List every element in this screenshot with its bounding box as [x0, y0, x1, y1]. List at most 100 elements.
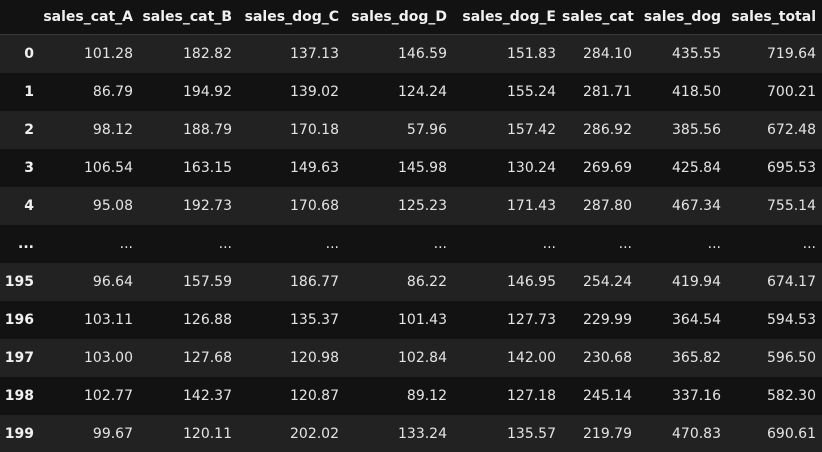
table-cell: 470.83: [638, 415, 727, 452]
table-cell: 99.67: [40, 415, 139, 452]
table-cell: 149.63: [238, 149, 345, 187]
row-index: 0: [0, 34, 40, 73]
table-cell: 120.98: [238, 339, 345, 377]
table-cell: 170.18: [238, 111, 345, 149]
table-cell: 229.99: [562, 301, 638, 339]
table-row: ...........................: [0, 225, 822, 263]
table-cell: 101.28: [40, 34, 139, 73]
table-cell: ...: [638, 225, 727, 263]
column-header: sales_dog_C: [238, 0, 345, 35]
column-header: sales_cat_B: [139, 0, 238, 35]
table-row: 1 86.79 194.92 139.02 124.24 155.24 281.71 418.…: [0, 73, 822, 111]
table-cell: 286.92: [562, 111, 638, 149]
table-row: 196 103.11 126.88 135.37 101.43 127.73 229.99 3…: [0, 301, 822, 339]
table-cell: 106.54: [40, 149, 139, 187]
table-cell: 202.02: [238, 415, 345, 452]
header-row: sales_cat_A sales_cat_B sales_dog_C sale…: [0, 0, 822, 35]
table-cell: 146.95: [453, 263, 562, 301]
table-body: 0 101.28 182.82 137.13 146.59 151.83 284.10 435…: [0, 34, 822, 452]
table-cell: 127.73: [453, 301, 562, 339]
table-cell: 103.00: [40, 339, 139, 377]
table-cell: 594.53: [727, 301, 822, 339]
row-index: 198: [0, 377, 40, 415]
column-header: sales_total: [727, 0, 822, 35]
table-cell: 102.77: [40, 377, 139, 415]
table-cell: 337.16: [638, 377, 727, 415]
table-cell: 365.82: [638, 339, 727, 377]
row-index: 199: [0, 415, 40, 452]
table-cell: 96.64: [40, 263, 139, 301]
table-cell: 86.22: [345, 263, 453, 301]
table-cell: 284.10: [562, 34, 638, 73]
table-cell: 419.94: [638, 263, 727, 301]
table-cell: 98.12: [40, 111, 139, 149]
table-row: 2 98.12 188.79 170.18 57.96 157.42 286.92 385.5…: [0, 111, 822, 149]
column-header: sales_cat: [562, 0, 638, 35]
table-row: 198 102.77 142.37 120.87 89.12 127.18 245.14 33…: [0, 377, 822, 415]
table-cell: 57.96: [345, 111, 453, 149]
table-row: 199 99.67 120.11 202.02 133.24 135.57 219.79 47…: [0, 415, 822, 452]
table-cell: 89.12: [345, 377, 453, 415]
table-cell: 139.02: [238, 73, 345, 111]
table-cell: 435.55: [638, 34, 727, 73]
table-cell: 194.92: [139, 73, 238, 111]
table-cell: 700.21: [727, 73, 822, 111]
table-cell: 171.43: [453, 187, 562, 225]
table-cell: 135.57: [453, 415, 562, 452]
table-cell: 245.14: [562, 377, 638, 415]
column-header: sales_dog_E: [453, 0, 562, 35]
table-cell: 690.61: [727, 415, 822, 452]
column-header: sales_dog: [638, 0, 727, 35]
table-row: 3 106.54 163.15 149.63 145.98 130.24 269.69 425…: [0, 149, 822, 187]
table-cell: 124.24: [345, 73, 453, 111]
table-cell: 755.14: [727, 187, 822, 225]
table-cell: 145.98: [345, 149, 453, 187]
table-row: 0 101.28 182.82 137.13 146.59 151.83 284.10 435…: [0, 34, 822, 73]
table-cell: 219.79: [562, 415, 638, 452]
table-row: 4 95.08 192.73 170.68 125.23 171.43 287.80 467.…: [0, 187, 822, 225]
table-cell: 142.37: [139, 377, 238, 415]
table-cell: 719.64: [727, 34, 822, 73]
table-cell: 103.11: [40, 301, 139, 339]
table-cell: 672.48: [727, 111, 822, 149]
table-cell: ...: [139, 225, 238, 263]
table-cell: 133.24: [345, 415, 453, 452]
table-cell: 254.24: [562, 263, 638, 301]
table-cell: 170.68: [238, 187, 345, 225]
table-cell: 425.84: [638, 149, 727, 187]
row-index: ...: [0, 225, 40, 263]
table-cell: 582.30: [727, 377, 822, 415]
table-cell: 188.79: [139, 111, 238, 149]
table-cell: 157.42: [453, 111, 562, 149]
table-cell: 695.53: [727, 149, 822, 187]
table-cell: ...: [727, 225, 822, 263]
table-cell: 127.18: [453, 377, 562, 415]
row-index: 4: [0, 187, 40, 225]
table-header: sales_cat_A sales_cat_B sales_dog_C sale…: [0, 0, 822, 35]
table-cell: 137.13: [238, 34, 345, 73]
table-cell: 674.17: [727, 263, 822, 301]
table-cell: 146.59: [345, 34, 453, 73]
row-index: 3: [0, 149, 40, 187]
table-cell: 101.43: [345, 301, 453, 339]
table-cell: 155.24: [453, 73, 562, 111]
table-cell: 287.80: [562, 187, 638, 225]
table-cell: ...: [40, 225, 139, 263]
row-index: 196: [0, 301, 40, 339]
table-cell: 86.79: [40, 73, 139, 111]
column-header: sales_cat_A: [40, 0, 139, 35]
table-cell: 120.11: [139, 415, 238, 452]
table-cell: ...: [562, 225, 638, 263]
table-cell: 102.84: [345, 339, 453, 377]
table-cell: 120.87: [238, 377, 345, 415]
index-header: [0, 0, 40, 35]
table-cell: 192.73: [139, 187, 238, 225]
table-cell: 364.54: [638, 301, 727, 339]
table-cell: 130.24: [453, 149, 562, 187]
table-cell: 151.83: [453, 34, 562, 73]
table-cell: 182.82: [139, 34, 238, 73]
table-row: 195 96.64 157.59 186.77 86.22 146.95 254.24 419…: [0, 263, 822, 301]
row-index: 2: [0, 111, 40, 149]
